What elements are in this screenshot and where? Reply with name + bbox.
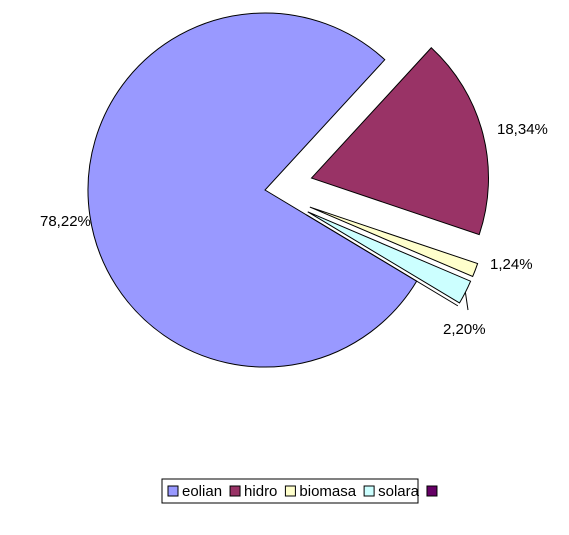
data-label: 1,24%: [490, 256, 533, 273]
pie-slice: [310, 47, 489, 236]
legend-swatch: [363, 485, 375, 497]
legend-label: eolian: [182, 483, 222, 500]
pie-slice: [87, 12, 418, 368]
data-label: 78,22%: [40, 213, 91, 230]
pie-slice: [309, 206, 479, 278]
legend-label: hidro: [244, 483, 277, 500]
legend-label: biomasa: [299, 483, 356, 500]
legend-swatch: [167, 485, 179, 497]
legend-swatch: [426, 485, 438, 497]
legend-label: solara: [378, 483, 420, 500]
pie-slice: [307, 211, 472, 304]
data-label: 2,20%: [443, 321, 486, 338]
data-label: 18,34%: [497, 121, 548, 138]
leader-line: [464, 292, 469, 311]
legend-swatch: [229, 485, 241, 497]
legend-swatch: [284, 485, 296, 497]
